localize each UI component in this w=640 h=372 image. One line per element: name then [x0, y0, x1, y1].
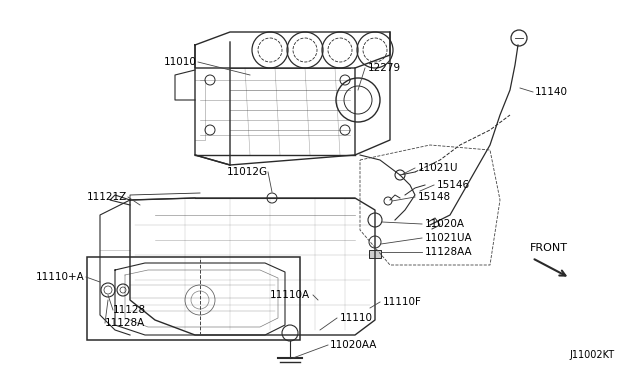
Text: 11140: 11140 — [535, 87, 568, 97]
Text: J11002KT: J11002KT — [570, 350, 615, 360]
Text: 11110+A: 11110+A — [36, 272, 85, 282]
Text: 11110: 11110 — [340, 313, 373, 323]
Text: 11128AA: 11128AA — [425, 247, 472, 257]
Text: 12279: 12279 — [368, 63, 401, 73]
Text: 11020A: 11020A — [425, 219, 465, 229]
Text: 11012G: 11012G — [227, 167, 268, 177]
Bar — [87, 257, 300, 340]
Text: 15146: 15146 — [437, 180, 470, 190]
Text: 15148: 15148 — [418, 192, 451, 202]
Text: 11121Z: 11121Z — [87, 192, 127, 202]
Bar — [369, 250, 381, 258]
Text: 11110F: 11110F — [383, 297, 422, 307]
Text: 11020AA: 11020AA — [330, 340, 378, 350]
Text: 11128: 11128 — [113, 305, 146, 315]
Text: 11010: 11010 — [164, 57, 197, 67]
Text: FRONT: FRONT — [530, 243, 568, 253]
Text: 11021UA: 11021UA — [425, 233, 472, 243]
Text: 11128A: 11128A — [105, 318, 145, 328]
Text: 11021U: 11021U — [418, 163, 458, 173]
Text: 11110A: 11110A — [270, 290, 310, 300]
